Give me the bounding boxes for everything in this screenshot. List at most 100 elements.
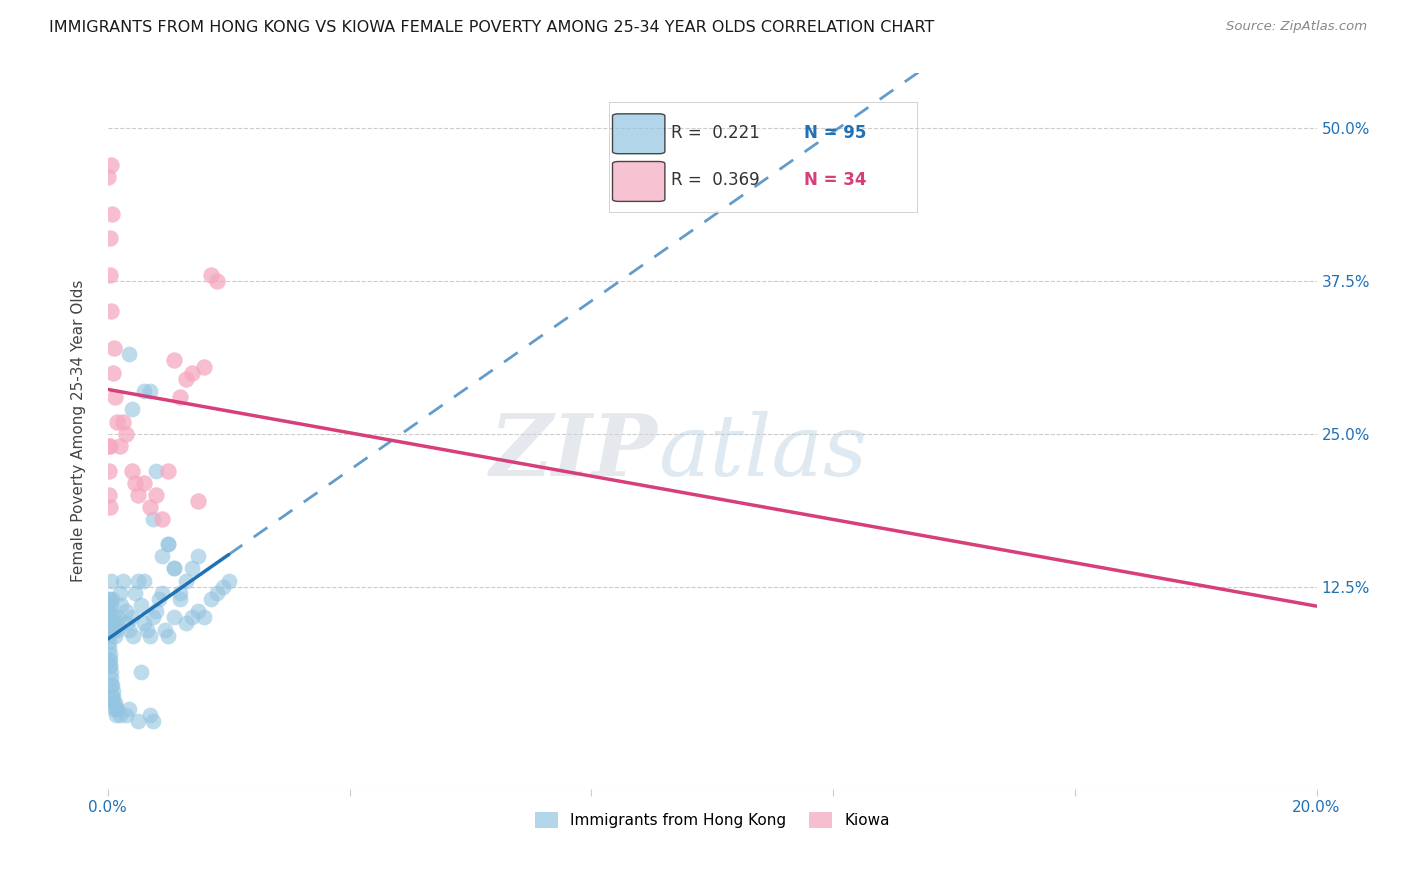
Point — [107, 610, 129, 624]
Point — [176, 372, 198, 386]
Point — [101, 690, 124, 704]
Point — [103, 702, 125, 716]
Point — [100, 672, 122, 686]
Point — [104, 702, 127, 716]
Point — [139, 629, 162, 643]
Point — [181, 366, 204, 380]
Point — [124, 475, 146, 490]
Legend: Immigrants from Hong Kong, Kiowa: Immigrants from Hong Kong, Kiowa — [529, 806, 896, 835]
Point — [200, 591, 222, 606]
Point — [115, 708, 138, 723]
Point — [98, 653, 121, 667]
Point — [142, 714, 165, 729]
Point — [115, 426, 138, 441]
Point — [132, 384, 155, 398]
Point — [163, 561, 186, 575]
Point — [111, 415, 134, 429]
Point — [97, 629, 120, 643]
Point — [121, 402, 143, 417]
Point — [187, 494, 209, 508]
Point — [98, 659, 121, 673]
Point — [98, 653, 121, 667]
Point — [110, 598, 132, 612]
Point — [98, 623, 121, 637]
Point — [211, 580, 233, 594]
Point — [121, 463, 143, 477]
Point — [148, 591, 170, 606]
Point — [105, 415, 128, 429]
Point — [104, 696, 127, 710]
Point — [129, 665, 152, 680]
Point — [176, 574, 198, 588]
Point — [181, 610, 204, 624]
Point — [104, 629, 127, 643]
Point — [98, 640, 121, 655]
Point — [97, 604, 120, 618]
Point — [218, 574, 240, 588]
Point — [124, 586, 146, 600]
Point — [132, 574, 155, 588]
Point — [108, 439, 131, 453]
Point — [97, 169, 120, 184]
Point — [103, 623, 125, 637]
Point — [136, 623, 159, 637]
Point — [98, 268, 121, 282]
Point — [103, 341, 125, 355]
Point — [129, 598, 152, 612]
Point — [101, 677, 124, 691]
Point — [145, 604, 167, 618]
Point — [132, 616, 155, 631]
Point — [98, 634, 121, 648]
Point — [101, 207, 124, 221]
Point — [127, 574, 149, 588]
Point — [122, 629, 145, 643]
Point — [142, 610, 165, 624]
Point — [105, 708, 128, 723]
Text: Source: ZipAtlas.com: Source: ZipAtlas.com — [1226, 20, 1367, 33]
Point — [115, 604, 138, 618]
Point — [98, 500, 121, 515]
Point — [105, 616, 128, 631]
Point — [100, 574, 122, 588]
Point — [118, 347, 141, 361]
Point — [103, 616, 125, 631]
Point — [157, 629, 180, 643]
Point — [103, 696, 125, 710]
Point — [98, 659, 121, 673]
Point — [181, 561, 204, 575]
Point — [205, 274, 228, 288]
Point — [104, 390, 127, 404]
Point — [115, 616, 138, 631]
Point — [97, 610, 120, 624]
Point — [100, 158, 122, 172]
Text: IMMIGRANTS FROM HONG KONG VS KIOWA FEMALE POVERTY AMONG 25-34 YEAR OLDS CORRELAT: IMMIGRANTS FROM HONG KONG VS KIOWA FEMAL… — [49, 20, 935, 35]
Text: ZIP: ZIP — [489, 410, 658, 494]
Point — [169, 591, 191, 606]
Point — [101, 610, 124, 624]
Point — [187, 549, 209, 563]
Point — [132, 475, 155, 490]
Y-axis label: Female Poverty Among 25-34 Year Olds: Female Poverty Among 25-34 Year Olds — [72, 279, 86, 582]
Point — [121, 610, 143, 624]
Point — [187, 604, 209, 618]
Point — [108, 586, 131, 600]
Point — [163, 353, 186, 368]
Point — [153, 623, 176, 637]
Point — [200, 268, 222, 282]
Point — [193, 359, 215, 374]
Point — [98, 463, 121, 477]
Point — [150, 549, 173, 563]
Point — [145, 463, 167, 477]
Point — [118, 623, 141, 637]
Point — [97, 616, 120, 631]
Point — [111, 574, 134, 588]
Point — [139, 708, 162, 723]
Point — [157, 463, 180, 477]
Point — [150, 512, 173, 526]
Point — [139, 384, 162, 398]
Point — [103, 690, 125, 704]
Point — [145, 488, 167, 502]
Point — [97, 623, 120, 637]
Point — [127, 714, 149, 729]
Point — [101, 591, 124, 606]
